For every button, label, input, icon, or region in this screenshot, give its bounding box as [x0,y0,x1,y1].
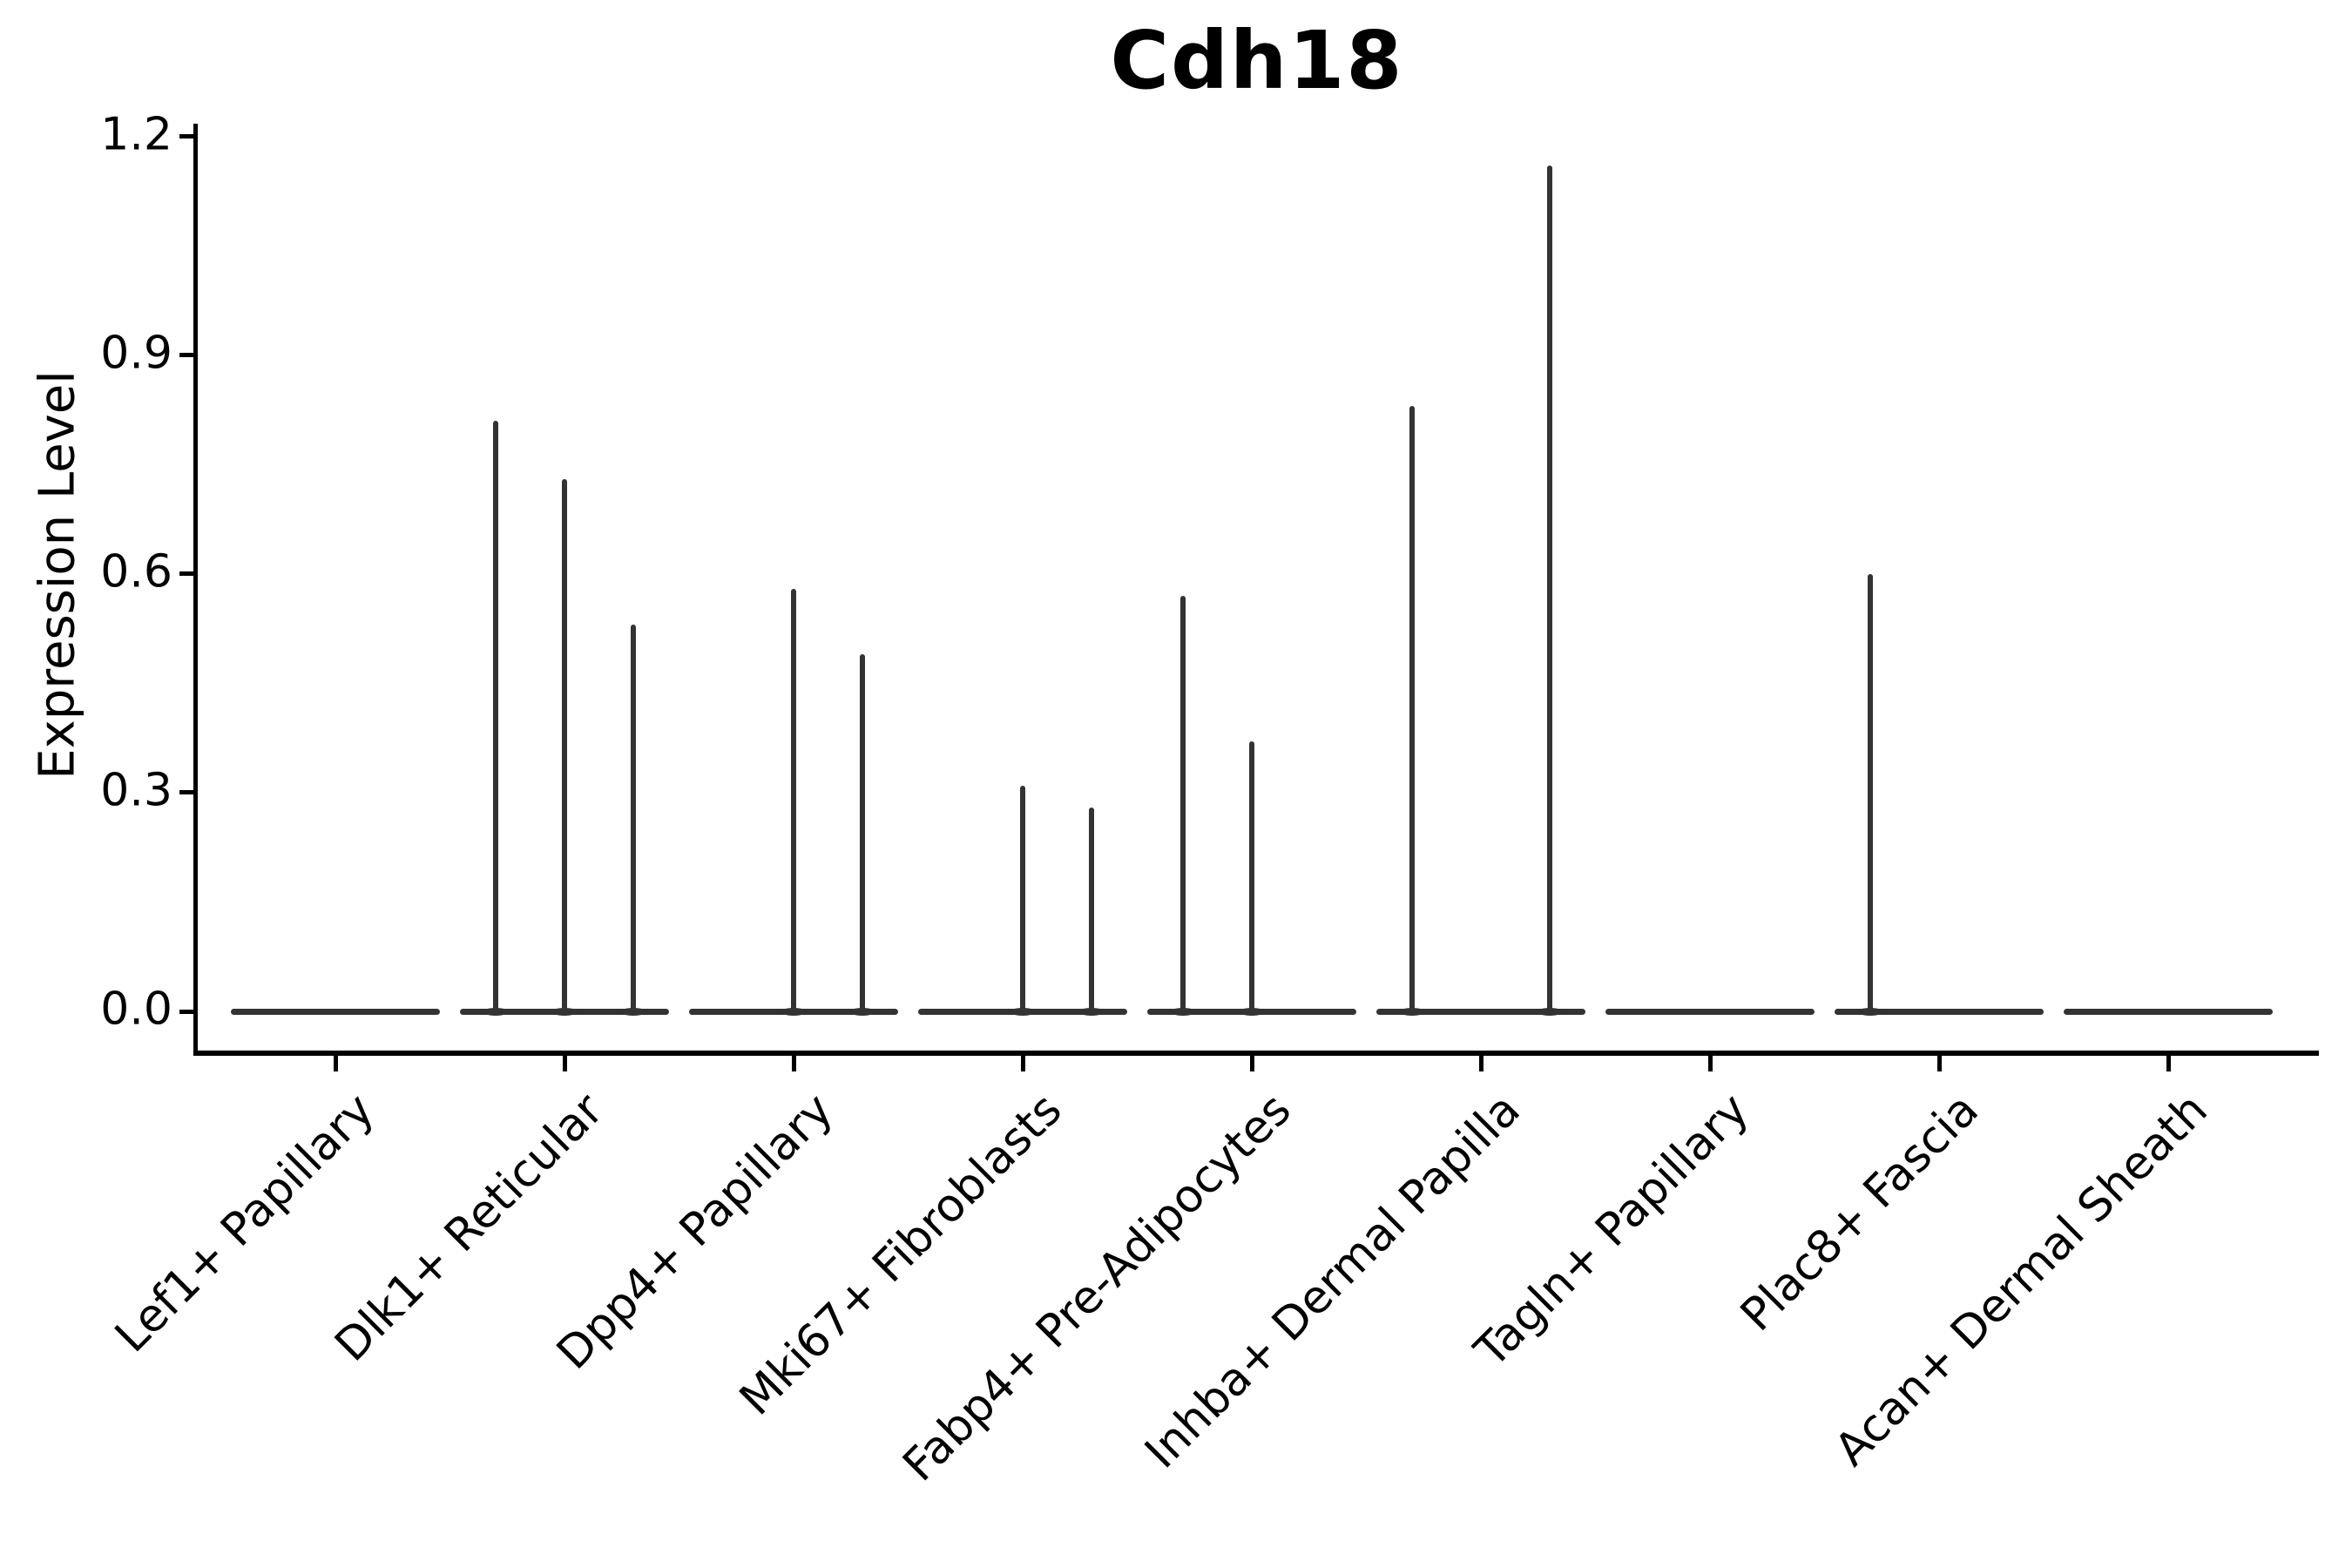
y-tick-mark [179,1009,193,1014]
violin-spike [493,421,498,1011]
y-tick-mark [179,571,193,577]
chart-title: Cdh18 [1110,14,1404,107]
x-axis-spine [193,1051,2319,1056]
violin-spike [1868,573,1873,1011]
violin-spike-foot [781,1007,807,1016]
violin-baseline [1376,1008,1585,1015]
x-tick-mark [1020,1056,1025,1071]
violin-baseline [1605,1008,1815,1015]
violin-spike-foot [1239,1007,1265,1016]
y-tick-mark [179,353,193,358]
x-tick-label: Fabp4+ Pre-Adipocytes [893,1084,1301,1492]
violin-spike-foot [620,1007,646,1016]
y-tick-label: 0.6 [100,545,172,598]
x-tick-label: Plac8+ Fascia [1730,1084,1989,1342]
y-tick-label: 0.0 [100,983,172,1036]
y-tick-label: 1.2 [100,108,172,161]
x-tick-mark [333,1056,338,1071]
violin-spike [562,478,567,1011]
violin-spike-foot [1078,1007,1105,1016]
violin-spike-foot [483,1007,509,1016]
violin-spike-foot [1399,1007,1425,1016]
violin-spike [1020,785,1025,1011]
violin-spike [1547,166,1552,1011]
x-tick-mark [1936,1056,1942,1071]
x-tick-mark [2166,1056,2171,1071]
violin-spike [791,588,796,1011]
x-tick-label: Inhba+ Dermal Papilla [1134,1084,1531,1479]
violin-spike-foot [1857,1007,1883,1016]
y-tick-mark [179,790,193,795]
y-tick-mark [179,134,193,139]
violin-spike [1089,807,1094,1011]
x-tick-mark [1478,1056,1484,1071]
violin-spike [631,625,636,1011]
violin-spike-foot [1170,1007,1196,1016]
violin-spike [1180,595,1186,1011]
x-tick-mark [791,1056,796,1071]
y-tick-label: 0.3 [100,764,172,817]
violin-spike [1409,406,1415,1011]
x-tick-mark [562,1056,567,1071]
y-tick-label: 0.9 [100,327,172,380]
violin-baseline [231,1008,440,1015]
x-tick-label: Acan+ Dermal Sheath [1824,1084,2218,1477]
violin-baseline [1835,1008,2044,1015]
violin-spike-foot [1010,1007,1036,1016]
violin-spike [1249,741,1254,1011]
x-tick-mark [1249,1056,1254,1071]
violin-spike-foot [849,1007,875,1016]
violin-spike-foot [551,1007,578,1016]
violin-spike-foot [1537,1007,1563,1016]
violin-baseline [2064,1008,2273,1015]
violin-spike [860,653,865,1011]
x-tick-mark [1707,1056,1713,1071]
y-axis-spine [193,124,198,1054]
